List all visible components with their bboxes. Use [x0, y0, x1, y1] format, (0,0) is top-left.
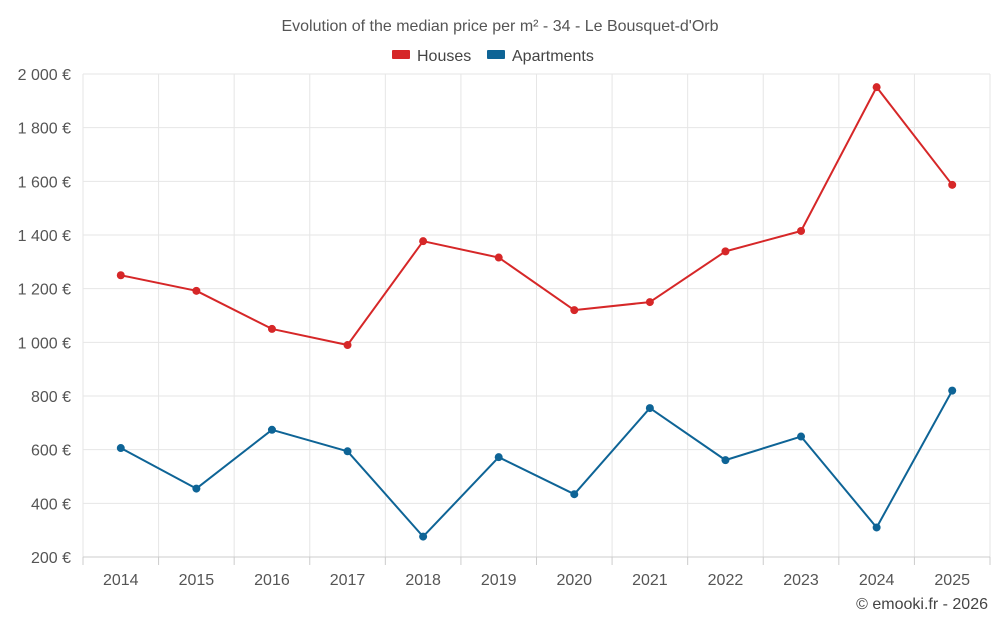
y-tick-label: 1 000 € [18, 335, 71, 352]
data-point-apartments[interactable] [343, 447, 352, 456]
legend: Houses Apartments [392, 48, 594, 65]
legend-swatch-houses [392, 50, 410, 59]
data-point-apartments[interactable] [645, 404, 654, 413]
data-point-houses[interactable] [872, 83, 881, 92]
x-tick-label: 2022 [708, 572, 744, 589]
data-point-houses[interactable] [948, 180, 957, 189]
x-tick-label: 2015 [179, 572, 215, 589]
x-tick-label: 2014 [103, 572, 139, 589]
y-tick-label: 1 400 € [18, 228, 71, 245]
x-tick-label: 2016 [254, 572, 290, 589]
x-tick-label: 2018 [405, 572, 441, 589]
x-tick-label: 2025 [934, 572, 970, 589]
data-point-apartments[interactable] [419, 532, 428, 541]
data-point-houses[interactable] [721, 247, 730, 256]
series-layer [116, 83, 957, 541]
data-point-apartments[interactable] [192, 484, 201, 493]
x-tick-label: 2017 [330, 572, 366, 589]
data-point-houses[interactable] [192, 286, 201, 295]
y-tick-label: 1 800 € [18, 121, 71, 138]
chart-title: Evolution of the median price per m² - 3… [281, 18, 718, 35]
data-point-apartments[interactable] [721, 456, 730, 465]
y-tick-label: 400 € [31, 496, 71, 513]
data-point-apartments[interactable] [797, 432, 806, 441]
x-tick-label: 2020 [556, 572, 592, 589]
y-tick-label: 600 € [31, 443, 71, 460]
x-tick-label: 2019 [481, 572, 517, 589]
y-tick-label: 2 000 € [18, 67, 71, 84]
x-tick-label: 2024 [859, 572, 895, 589]
x-axis-ticks [82, 557, 991, 565]
data-point-houses[interactable] [494, 253, 503, 262]
data-point-houses[interactable] [267, 324, 276, 333]
x-gridlines [82, 74, 991, 557]
x-tick-label: 2021 [632, 572, 668, 589]
series-line-houses [120, 86, 953, 347]
data-point-houses[interactable] [343, 341, 352, 350]
y-tick-label: 800 € [31, 389, 71, 406]
data-point-houses[interactable] [797, 226, 806, 235]
y-axis-labels: 200 € 400 € 600 € 800 € 1 000 € 1 200 € 1 400 … [18, 67, 71, 567]
legend-item-houses[interactable]: Houses [392, 48, 471, 65]
data-point-apartments[interactable] [872, 523, 881, 532]
legend-item-apartments[interactable]: Apartments [487, 48, 594, 65]
x-tick-label: 2023 [783, 572, 819, 589]
series-line-apartments [120, 390, 954, 538]
data-point-apartments[interactable] [494, 453, 503, 462]
data-point-apartments[interactable] [116, 444, 125, 453]
legend-swatch-apartments [487, 50, 505, 59]
x-axis-labels: 2014 2015 2016 2017 2018 2019 2020 2021 2022 2023… [103, 572, 970, 589]
y-tick-label: 1 600 € [18, 174, 71, 191]
legend-label-houses: Houses [417, 48, 471, 65]
y-tick-label: 200 € [31, 550, 71, 567]
data-point-apartments[interactable] [948, 386, 957, 395]
data-point-houses[interactable] [570, 306, 579, 315]
credit-text: © emooki.fr - 2026 [856, 596, 988, 613]
data-point-houses[interactable] [419, 237, 428, 246]
y-tick-label: 1 200 € [18, 282, 71, 299]
data-point-houses[interactable] [116, 271, 125, 280]
data-point-houses[interactable] [645, 298, 654, 307]
data-point-apartments[interactable] [570, 490, 579, 499]
legend-label-apartments: Apartments [512, 48, 594, 65]
data-point-apartments[interactable] [267, 425, 276, 434]
